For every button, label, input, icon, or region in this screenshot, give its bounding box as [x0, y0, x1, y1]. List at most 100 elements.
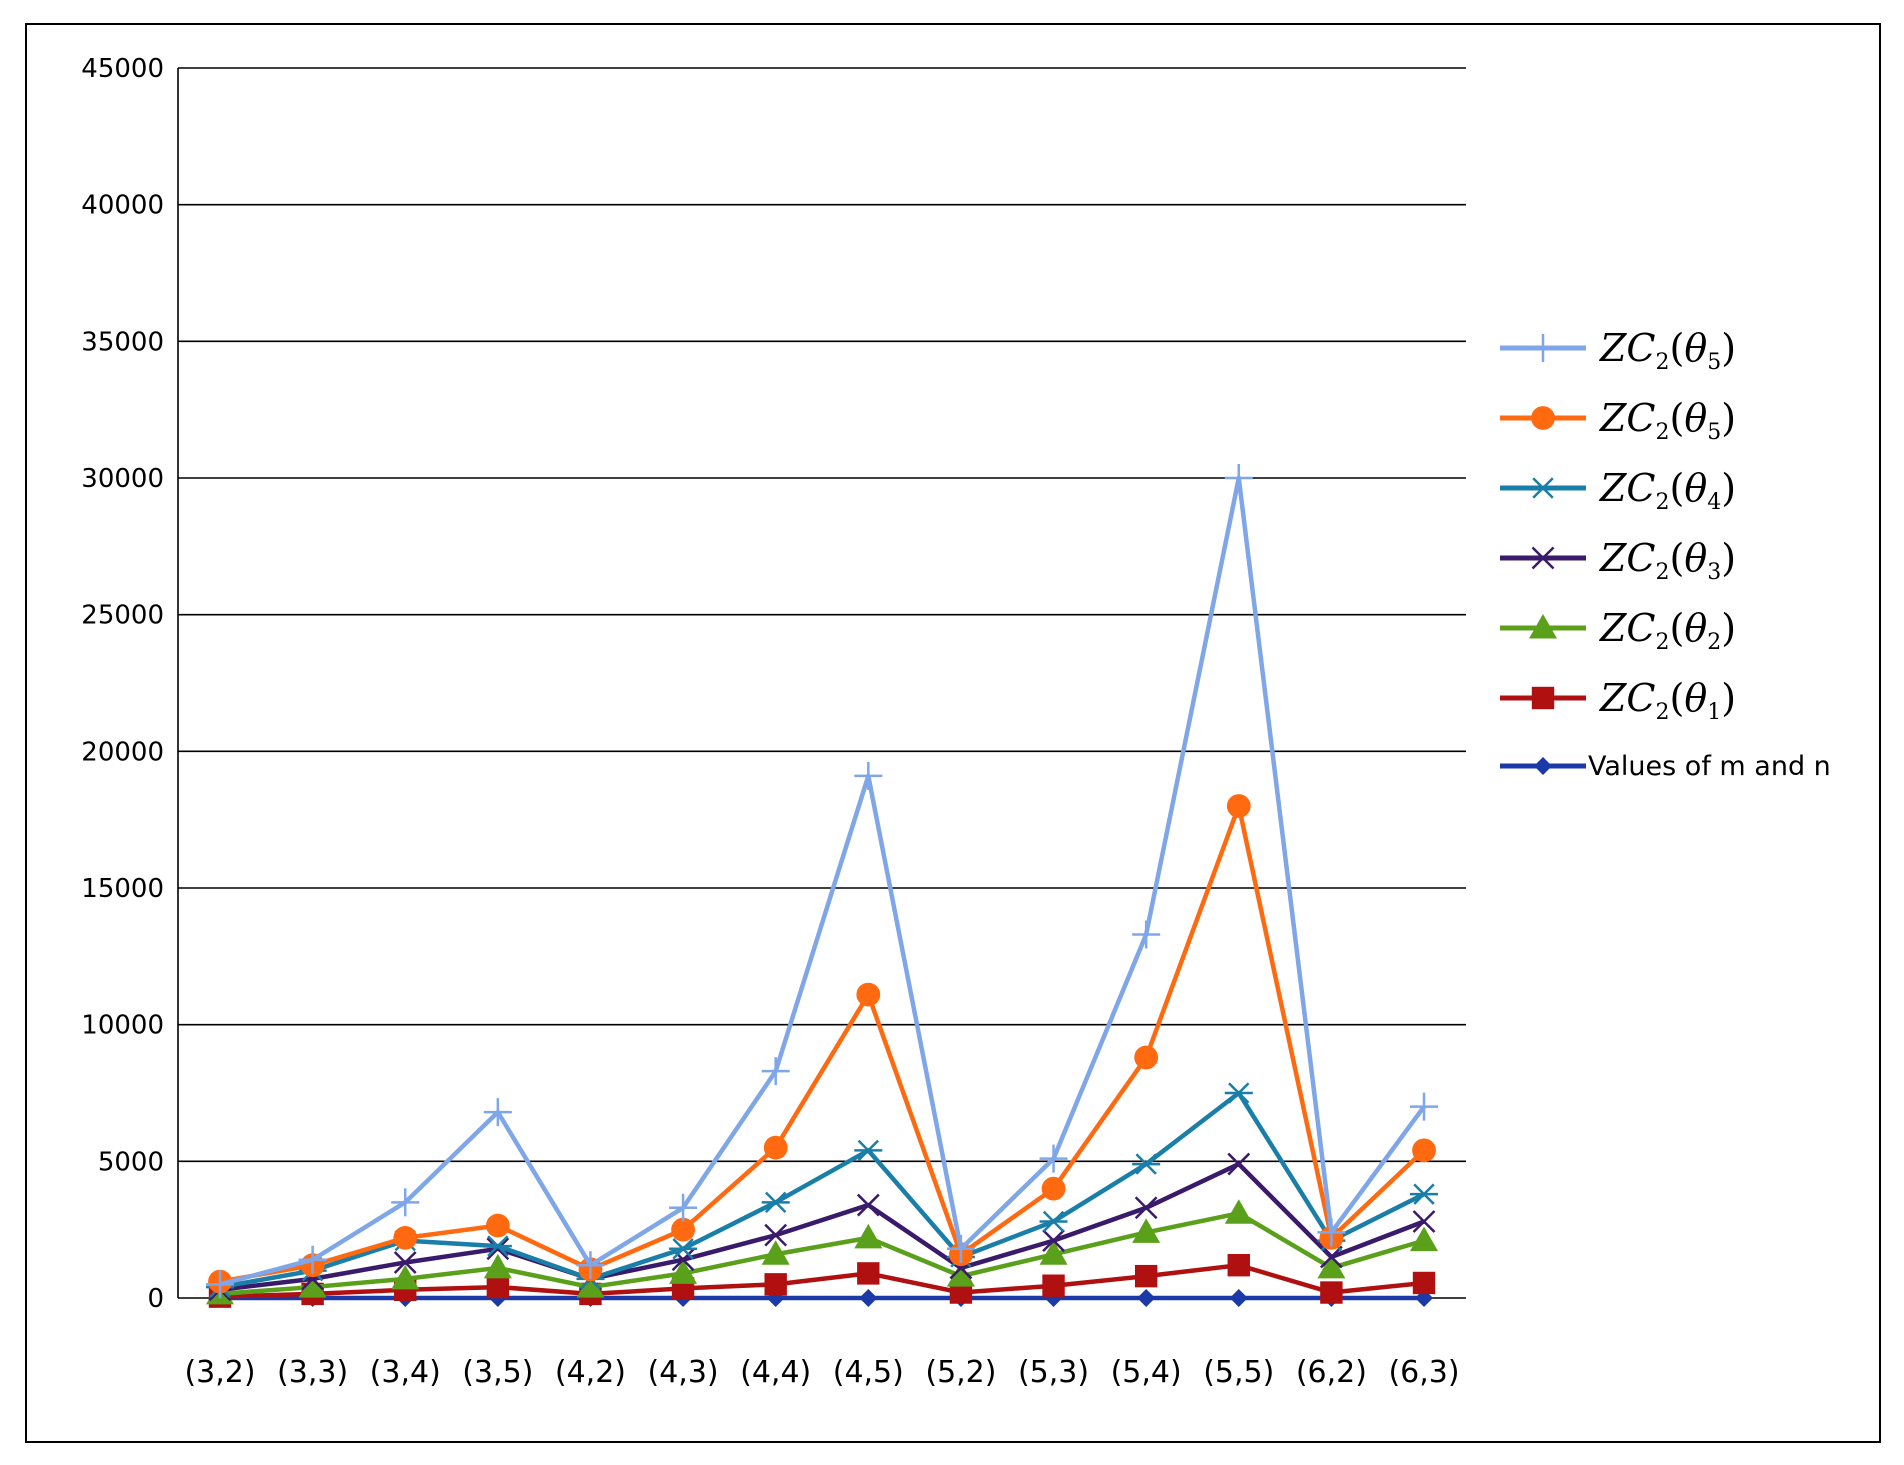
- data-point: [1229, 1289, 1248, 1307]
- data-point: [1137, 1289, 1156, 1307]
- data-point: [483, 1253, 512, 1279]
- series-line: [219, 1211, 1425, 1297]
- legend-label: ZC2(θ4): [1599, 466, 1736, 515]
- data-point: [1224, 1199, 1253, 1224]
- data-point: [761, 1191, 790, 1214]
- legend-label: Values of m and n: [1588, 751, 1831, 782]
- data-point: [1224, 464, 1253, 492]
- axis-layer: 0 5000 10000 15000 20000 25000 30000 35000 40000…: [81, 54, 1459, 1390]
- series-line: [219, 1262, 1425, 1299]
- data-point: [1132, 920, 1161, 949]
- series-layer: [206, 464, 1438, 1308]
- y-tick-label: 45000: [81, 54, 164, 84]
- data-point: [1039, 1240, 1068, 1265]
- data-point: [1134, 1045, 1159, 1070]
- data-point: [1039, 1144, 1068, 1173]
- data-point: [1320, 1281, 1343, 1304]
- y-tick-label: 25000: [81, 601, 164, 631]
- data-point: [764, 1273, 787, 1296]
- data-point: [854, 761, 883, 790]
- data-point: [1039, 1210, 1068, 1233]
- y-tick-label: 15000: [81, 874, 164, 904]
- data-point: [946, 1234, 975, 1263]
- data-point: [483, 1235, 512, 1257]
- data-point: [1412, 1138, 1436, 1163]
- legend-item: ZC2(θ3): [1500, 536, 1736, 585]
- data-point: [1041, 1176, 1066, 1201]
- data-point: [669, 1238, 698, 1260]
- data-point: [669, 1259, 698, 1284]
- y-tick-label: 20000: [81, 737, 164, 767]
- x-tick-label: (6,3): [1388, 1355, 1459, 1390]
- legend-label: ZC2(θ1): [1599, 676, 1736, 725]
- data-point: [206, 1270, 234, 1299]
- series-line: [219, 1090, 1426, 1290]
- data-point: [1227, 1254, 1250, 1277]
- data-point: [671, 1217, 695, 1242]
- data-point: [949, 1281, 973, 1304]
- x-tick-label: (5,3): [1018, 1355, 1089, 1390]
- legend-label: ZC2(θ5): [1599, 396, 1736, 445]
- data-point: [764, 1223, 788, 1247]
- data-point: [1134, 1196, 1158, 1220]
- data-point: [857, 1262, 880, 1285]
- legend: ZC2(θ5) ZC2(θ5) ZC2(θ4) ZC2(θ3) ZC2(θ2) ZC2(θ…: [1500, 326, 1831, 782]
- data-point: [1412, 1210, 1436, 1233]
- data-point: [393, 1251, 417, 1274]
- legend-item: ZC2(θ1): [1500, 676, 1736, 725]
- data-point: [859, 1289, 878, 1307]
- x-tick-label: (4,4): [740, 1355, 811, 1390]
- data-point: [486, 1275, 510, 1299]
- y-tick-label: 10000: [81, 1011, 164, 1041]
- series-line: [219, 475, 1426, 1287]
- data-point: [483, 1098, 512, 1127]
- legend-item: ZC2(θ4): [1500, 466, 1736, 515]
- data-point: [298, 1245, 327, 1274]
- legend-item: ZC2(θ5): [1500, 326, 1736, 375]
- legend-label: ZC2(θ3): [1599, 536, 1736, 585]
- legend-item: Values of m and n: [1500, 751, 1831, 782]
- data-point: [1410, 1092, 1438, 1121]
- series-square: [208, 1254, 1436, 1308]
- x-tick-label: (4,2): [555, 1355, 626, 1390]
- data-point: [856, 1193, 880, 1217]
- data-point: [1317, 1218, 1346, 1247]
- data-point: [763, 1135, 788, 1160]
- data-point: [761, 1240, 790, 1265]
- x-tick-label: (5,5): [1203, 1355, 1274, 1390]
- x-tick-label: (4,3): [648, 1355, 719, 1390]
- x-tick-label: (3,3): [277, 1355, 348, 1390]
- data-point: [946, 1262, 975, 1287]
- series-line: [219, 1161, 1425, 1293]
- series-line: [219, 803, 1426, 1284]
- data-point: [1042, 1229, 1065, 1252]
- data-point: [1320, 1245, 1343, 1269]
- data-point: [391, 1188, 420, 1217]
- x-tick-label: (3,2): [184, 1355, 255, 1390]
- data-point: [486, 1237, 510, 1261]
- data-point: [1134, 1264, 1158, 1288]
- data-point: [1224, 1082, 1253, 1104]
- y-tick-label: 35000: [81, 327, 164, 357]
- legend-item: ZC2(θ2): [1500, 606, 1736, 655]
- legend-label: ZC2(θ5): [1599, 326, 1736, 375]
- data-point: [391, 1264, 420, 1290]
- y-tick-label: 40000: [81, 191, 164, 221]
- series-x: [208, 1152, 1436, 1302]
- data-point: [854, 1139, 883, 1162]
- data-point: [1132, 1153, 1161, 1175]
- legend-item: ZC2(θ5): [1500, 396, 1736, 445]
- series-triangle: [206, 1199, 1438, 1305]
- x-tick-label: (3,5): [462, 1355, 533, 1390]
- data-point: [856, 982, 881, 1007]
- data-point: [576, 1251, 605, 1280]
- data-point: [669, 1193, 698, 1222]
- data-point: [1132, 1218, 1161, 1243]
- series-plus: [206, 464, 1438, 1299]
- data-point: [1317, 1253, 1346, 1279]
- x-tick-label: (6,2): [1296, 1355, 1367, 1390]
- y-tick-label: 0: [147, 1284, 164, 1314]
- y-tick-label: 5000: [98, 1147, 164, 1177]
